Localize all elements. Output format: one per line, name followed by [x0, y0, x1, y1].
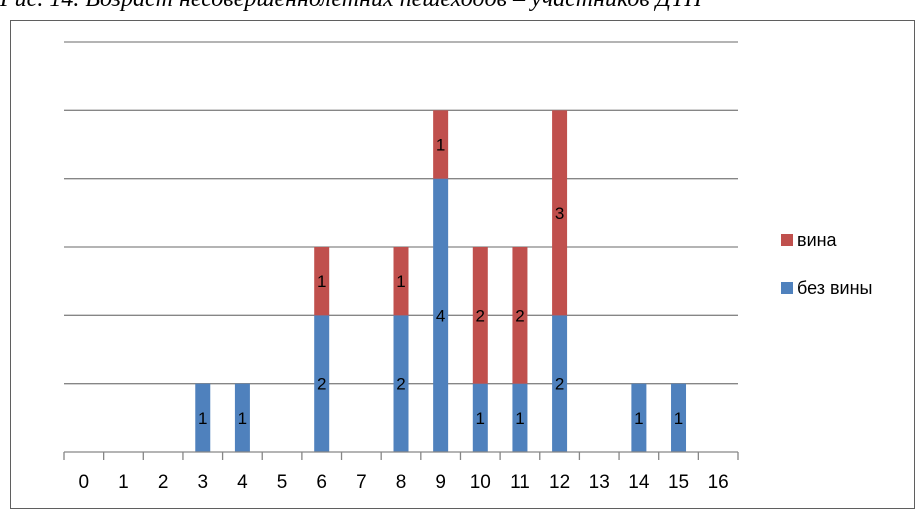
x-tick-label: 8: [396, 472, 407, 493]
data-label: 3: [555, 204, 564, 223]
x-tick-label: 5: [277, 472, 288, 493]
x-tick-label: 3: [197, 472, 208, 493]
bars: [195, 110, 687, 452]
bar-segment: [433, 110, 449, 179]
bar-segment: [552, 315, 568, 452]
data-label: 2: [317, 375, 326, 394]
bar-segment: [472, 247, 488, 384]
data-label: 2: [555, 375, 564, 394]
x-tick-label: 2: [158, 472, 169, 493]
data-label: 4: [436, 306, 445, 325]
chart-caption: Рис. 14. Возраст несовершеннолетних пеше…: [0, 0, 917, 16]
bar-segment: [195, 383, 211, 452]
x-tick-label: 7: [356, 472, 367, 493]
legend: вина без вины: [781, 230, 872, 298]
bar-segment: [234, 383, 250, 452]
legend-swatch: [781, 282, 793, 294]
data-label: 1: [317, 272, 326, 291]
data-label: 1: [396, 272, 405, 291]
data-label: 1: [238, 409, 247, 428]
x-tick-label: 13: [589, 472, 610, 493]
data-labels: 1 1 2 1 2 1 4 1 1 2 1 2 2 3 1 1: [198, 136, 683, 428]
bar-segment: [512, 383, 528, 452]
x-tick-label: 6: [316, 472, 327, 493]
x-tick-label: 4: [237, 472, 248, 493]
bar-segment: [512, 247, 528, 384]
bar-segment: [393, 315, 409, 452]
data-label: 1: [198, 409, 207, 428]
x-axis: 0 1 2 3 4 5 6 7 8 9 10 11 12 13 14 15 16: [63, 451, 739, 493]
x-tick-label: 16: [708, 472, 729, 493]
x-tick-label: 12: [549, 472, 570, 493]
data-label: 1: [436, 136, 445, 155]
bar-segment: [314, 247, 330, 316]
data-label: 1: [515, 409, 524, 428]
x-tick-label: 15: [668, 472, 689, 493]
x-tick-label: 1: [118, 472, 129, 493]
x-tick-label: 9: [435, 472, 446, 493]
chart-frame: [10, 20, 915, 509]
x-tick-label: 11: [510, 472, 530, 493]
bar-segment: [314, 315, 330, 452]
legend-label: вина: [797, 230, 838, 250]
data-label: 2: [396, 375, 405, 394]
legend-label: без вины: [797, 278, 872, 298]
bar-segment: [552, 110, 568, 316]
bar-segment: [393, 247, 409, 316]
bar-segment: [472, 383, 488, 452]
data-label: 1: [674, 409, 683, 428]
bar-segment: [631, 383, 647, 452]
data-label: 2: [476, 306, 485, 325]
bar-segment: [671, 383, 687, 452]
data-label: 1: [476, 409, 485, 428]
x-tick-label: 0: [79, 472, 90, 493]
data-label: 1: [634, 409, 643, 428]
x-tick-label: 14: [628, 472, 650, 493]
x-tick-label: 10: [470, 472, 491, 493]
legend-swatch: [781, 234, 793, 246]
data-label: 2: [515, 306, 524, 325]
bar-segment: [433, 178, 449, 452]
